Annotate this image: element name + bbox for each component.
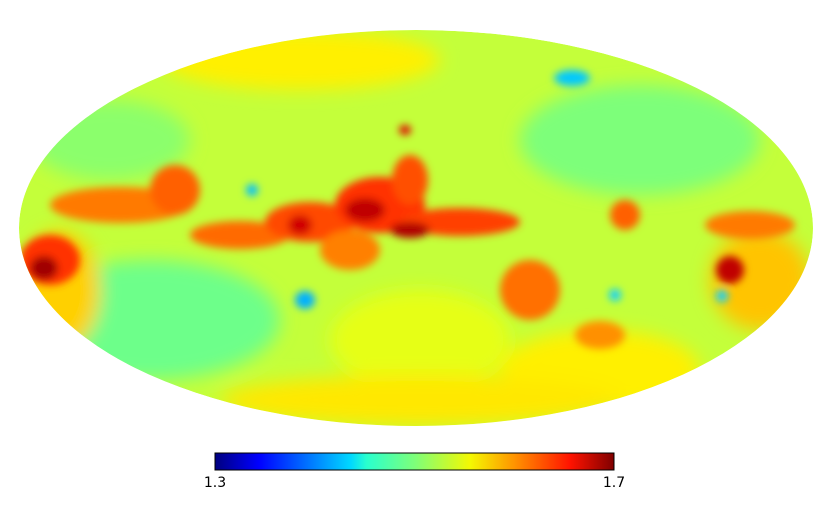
colorbar-ticks: 1.3 1.7 bbox=[204, 466, 625, 491]
mollweide-map bbox=[19, 30, 813, 426]
colorbar-tick-label: 1.3 bbox=[204, 475, 226, 491]
colorbar-tick-label: 1.7 bbox=[603, 475, 625, 491]
colorbar bbox=[214, 452, 615, 471]
